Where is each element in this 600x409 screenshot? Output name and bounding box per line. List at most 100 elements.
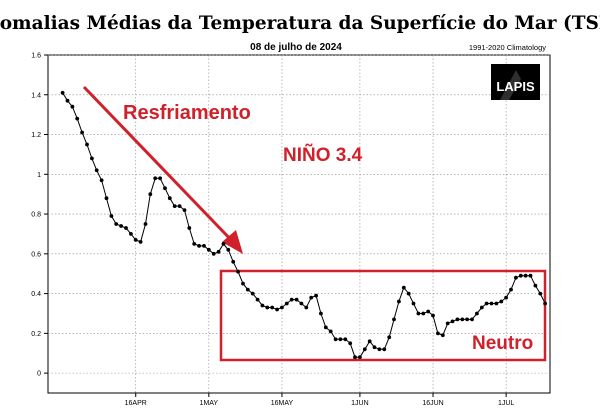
data-point bbox=[99, 178, 104, 183]
data-point bbox=[206, 247, 211, 252]
data-point bbox=[280, 305, 284, 310]
data-point bbox=[543, 301, 547, 306]
data-point bbox=[416, 311, 421, 316]
data-point bbox=[85, 142, 89, 147]
data-point bbox=[367, 339, 372, 344]
y-tick-label: 1.6 bbox=[31, 53, 41, 60]
data-point bbox=[236, 269, 241, 274]
y-tick-label: 0.6 bbox=[31, 251, 41, 258]
y-tick-label: 1.2 bbox=[31, 132, 41, 139]
data-point bbox=[167, 196, 172, 201]
data-point bbox=[475, 311, 479, 316]
neutral-box bbox=[219, 269, 547, 362]
data-point bbox=[504, 295, 508, 300]
y-tick-label: 0.8 bbox=[31, 212, 41, 219]
region-label: NIÑO 3.4 bbox=[283, 144, 363, 166]
data-point bbox=[143, 222, 148, 226]
x-tick-label: 16JUN bbox=[422, 400, 443, 407]
data-point bbox=[323, 325, 328, 330]
data-point bbox=[153, 176, 158, 181]
data-point bbox=[460, 317, 465, 322]
data-point bbox=[304, 305, 309, 310]
data-point bbox=[90, 156, 94, 161]
data-point bbox=[299, 301, 304, 306]
data-point bbox=[260, 303, 265, 308]
x-tick-label: 1MAY bbox=[200, 400, 219, 407]
data-point bbox=[387, 335, 392, 340]
data-point bbox=[148, 192, 153, 197]
data-point bbox=[348, 341, 353, 346]
data-point bbox=[60, 90, 65, 95]
data-point bbox=[129, 232, 133, 236]
data-point bbox=[411, 301, 416, 306]
data-point bbox=[455, 317, 460, 322]
data-point bbox=[343, 337, 348, 342]
data-point bbox=[465, 317, 469, 322]
data-point bbox=[202, 244, 206, 248]
data-point bbox=[309, 295, 314, 300]
data-point bbox=[133, 238, 138, 242]
data-point bbox=[353, 355, 357, 360]
data-point bbox=[338, 337, 343, 342]
data-point bbox=[319, 311, 323, 316]
data-point bbox=[158, 176, 163, 181]
data-point bbox=[494, 301, 499, 306]
data-point bbox=[450, 319, 455, 324]
data-point bbox=[362, 347, 367, 352]
data-point bbox=[270, 305, 275, 310]
x-tick-label: 16APR bbox=[125, 400, 147, 407]
data-point bbox=[289, 297, 294, 302]
data-point bbox=[284, 301, 289, 306]
data-point bbox=[163, 186, 167, 191]
data-point bbox=[172, 204, 177, 209]
data-point bbox=[119, 224, 123, 228]
data-point bbox=[197, 244, 202, 248]
data-point bbox=[470, 317, 474, 322]
data-point bbox=[406, 291, 411, 296]
data-point bbox=[231, 259, 236, 264]
data-point bbox=[421, 311, 426, 316]
data-point bbox=[109, 214, 114, 218]
data-point bbox=[484, 301, 489, 306]
data-point bbox=[250, 291, 255, 296]
y-tick-label: 1.4 bbox=[31, 92, 41, 99]
data-point bbox=[75, 116, 80, 121]
data-point bbox=[489, 301, 494, 306]
data-point bbox=[333, 337, 338, 342]
data-point bbox=[70, 104, 75, 109]
data-point bbox=[211, 251, 216, 256]
data-point bbox=[445, 321, 450, 326]
data-point bbox=[294, 297, 299, 302]
data-point bbox=[241, 281, 245, 286]
data-point bbox=[382, 347, 387, 352]
data-point bbox=[479, 305, 484, 310]
data-point bbox=[124, 226, 128, 230]
data-point bbox=[94, 168, 99, 173]
data-point bbox=[426, 309, 431, 314]
data-point bbox=[528, 273, 533, 278]
x-axis-ticks: 16APR 1MAY 16MAY 1JUN 16JUN 1JUL bbox=[125, 393, 514, 407]
data-point bbox=[182, 208, 187, 213]
data-point bbox=[255, 297, 260, 302]
data-point bbox=[187, 226, 192, 230]
data-point bbox=[245, 287, 250, 292]
series-line-path bbox=[62, 92, 546, 358]
y-axis-ticks: 0 0.2 0.4 0.6 0.8 1 1.2 1.4 1.6 bbox=[31, 53, 48, 378]
data-point bbox=[226, 247, 231, 252]
data-point bbox=[523, 273, 528, 278]
y-tick-label: 1 bbox=[37, 172, 41, 179]
data-point bbox=[265, 305, 270, 310]
data-point bbox=[509, 287, 513, 292]
data-point bbox=[138, 240, 143, 244]
data-point bbox=[499, 299, 504, 304]
data-point bbox=[314, 293, 318, 298]
data-point bbox=[392, 317, 396, 322]
data-point bbox=[104, 196, 109, 201]
cooling-annotation: Resfriamento bbox=[123, 102, 251, 124]
data-point bbox=[275, 307, 279, 312]
data-point bbox=[358, 355, 362, 360]
y-tick-label: 0.2 bbox=[31, 331, 41, 338]
y-tick-label: 0 bbox=[37, 371, 41, 378]
grid bbox=[48, 54, 550, 393]
